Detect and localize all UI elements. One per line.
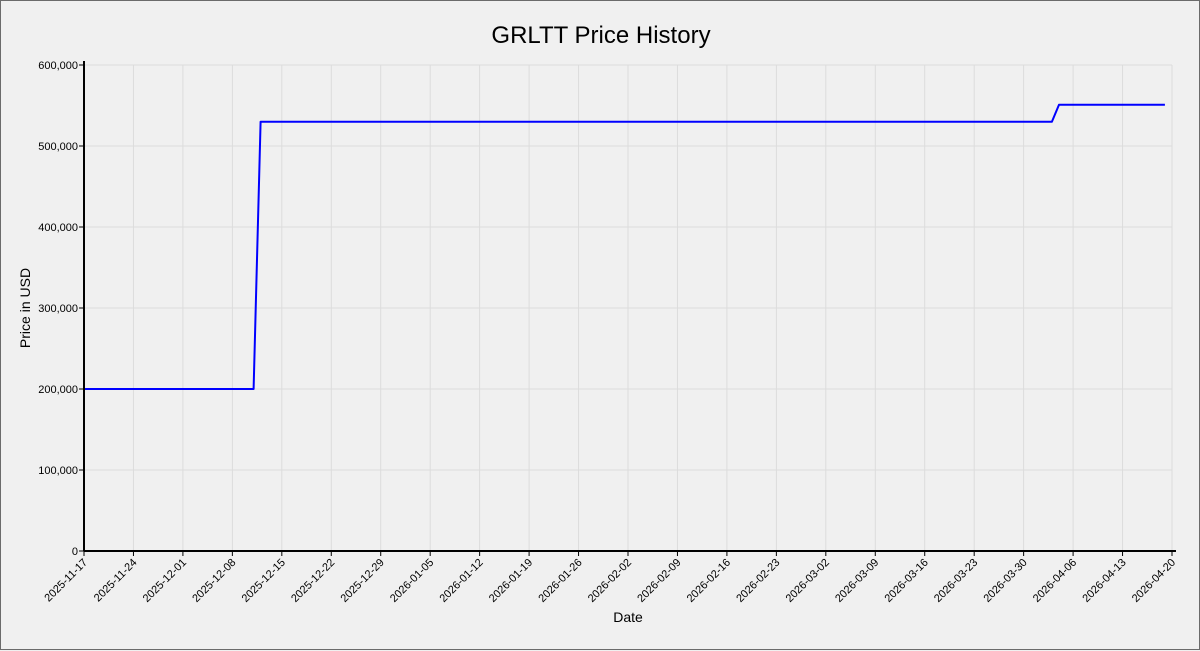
x-tick-label: 2026-03-30 [981, 557, 1029, 605]
x-tick-label: 2026-01-12 [437, 557, 485, 605]
x-tick-label: 2026-01-26 [536, 557, 584, 605]
x-tick-label: 2026-03-16 [883, 557, 931, 605]
series-layer [84, 105, 1165, 390]
x-tick-label: 2026-03-02 [784, 557, 832, 605]
chart-title: GRLTT Price History [491, 22, 710, 49]
y-tick-label: 400,000 [38, 222, 78, 234]
y-tick-label: 200,000 [38, 384, 78, 396]
x-tick-label: 2026-01-19 [487, 557, 535, 605]
x-axis-label: Date [613, 609, 643, 625]
x-tick-label: 2025-12-15 [240, 557, 288, 605]
x-tick-label: 2026-01-05 [388, 557, 436, 605]
x-tick-label: 2025-11-24 [92, 557, 140, 605]
y-tick-label: 100,000 [38, 465, 78, 477]
x-tick-label: 2026-04-13 [1080, 557, 1128, 605]
y-tick-label: 500,000 [38, 141, 78, 153]
x-tick-label: 2026-03-23 [932, 557, 980, 605]
x-tick-label: 2026-03-09 [833, 557, 881, 605]
x-tick-label: 2026-02-16 [685, 557, 733, 605]
y-axis-label: Price in USD [17, 268, 33, 348]
x-tick-label: 2025-12-08 [190, 557, 238, 605]
x-tick-label: 2025-11-17 [42, 557, 90, 605]
x-tick-label: 2025-12-01 [141, 557, 189, 605]
x-tick-label: 2026-02-02 [586, 557, 634, 605]
x-tick-label: 2025-12-29 [339, 557, 387, 605]
grid-layer [84, 65, 1172, 551]
price-series-line [84, 105, 1165, 389]
x-tick-label: 2026-04-06 [1031, 557, 1079, 605]
axes-layer [84, 61, 1176, 551]
x-tick-label: 2026-02-09 [635, 557, 683, 605]
y-tick-label: 300,000 [38, 303, 78, 315]
x-tick-label: 2026-04-20 [1130, 557, 1178, 605]
y-tick-label: 0 [72, 546, 78, 558]
y-tick-label: 600,000 [38, 60, 78, 72]
x-tick-label: 2025-12-22 [289, 557, 337, 605]
x-tick-label: 2026-02-23 [734, 557, 782, 605]
